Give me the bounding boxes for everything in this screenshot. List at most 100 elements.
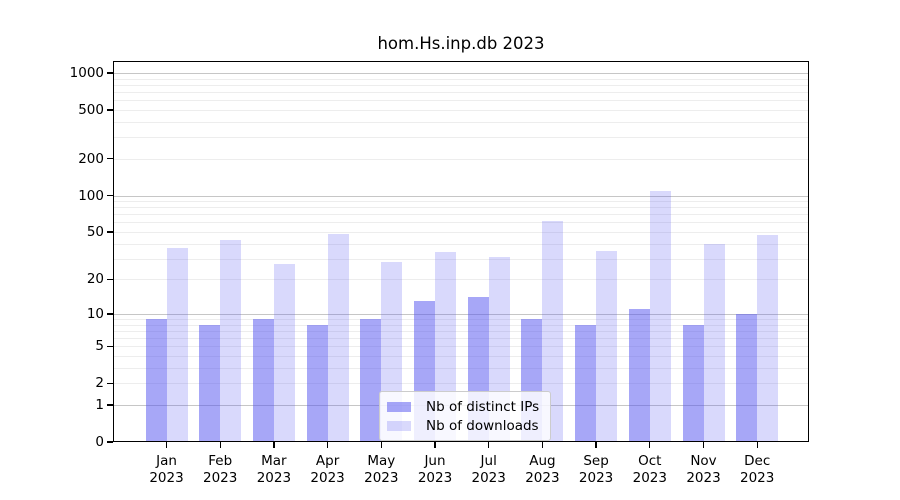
x-tick-may <box>380 442 382 448</box>
x-tick-label-jun: Jun 2023 <box>417 453 453 486</box>
gridline-minor-30 <box>113 258 809 260</box>
y-tick-2 <box>107 382 113 384</box>
y-tick-10 <box>107 313 113 315</box>
legend-swatch-distinct-ips <box>387 401 411 412</box>
bar-downloads-mar <box>273 264 295 442</box>
gridline-minor-80 <box>113 207 809 209</box>
y-tick-0 <box>107 441 113 443</box>
x-tick-label-jan: Jan 2023 <box>149 453 184 486</box>
bar-distinct-ips-jan <box>145 319 167 442</box>
y-tick-50 <box>107 231 113 233</box>
x-tick-label-dec: Dec 2023 <box>740 453 775 486</box>
x-tick-label-jul: Jul 2023 <box>471 453 506 486</box>
bar-downloads-oct <box>649 191 671 442</box>
gridline-minor-40 <box>113 243 809 245</box>
gridline-minor-7 <box>113 330 809 332</box>
y-tick-label-100: 100 <box>78 187 104 204</box>
x-tick-label-mar: Mar 2023 <box>256 453 292 486</box>
bar-downloads-feb <box>220 239 242 442</box>
x-tick-sep <box>595 442 597 448</box>
bar-distinct-ips-feb <box>199 324 221 442</box>
y-tick-200 <box>107 158 113 160</box>
gridline-minor-50 <box>113 232 809 233</box>
y-tick-label-0: 0 <box>95 434 104 450</box>
gridline-minor-6 <box>113 338 809 340</box>
gridline-minor-70 <box>113 214 809 216</box>
bar-distinct-ips-sep <box>575 324 597 442</box>
gridline-minor-200 <box>113 158 809 160</box>
x-tick-oct <box>649 442 651 448</box>
x-tick-mar <box>273 442 275 448</box>
y-tick-label-10: 10 <box>86 305 104 322</box>
bar-distinct-ips-nov <box>682 324 704 442</box>
y-tick-label-1000: 1000 <box>69 64 104 81</box>
x-tick-label-aug: Aug 2023 <box>525 453 560 486</box>
x-tick-feb <box>219 442 221 448</box>
legend-row-distinct-ips: Nb of distinct IPs <box>387 397 539 416</box>
x-tick-label-apr: Apr 2023 <box>310 453 345 486</box>
bar-distinct-ips-oct <box>628 309 650 442</box>
gridline-major-1000 <box>113 72 809 74</box>
x-tick-label-nov: Nov 2023 <box>686 453 721 486</box>
gridline-minor-900 <box>113 78 809 80</box>
y-tick-label-200: 200 <box>78 150 104 167</box>
bar-downloads-nov <box>703 243 725 442</box>
plot-area: Nb of distinct IPs Nb of downloads <box>113 61 809 442</box>
legend-label-distinct-ips: Nb of distinct IPs <box>426 398 540 415</box>
x-tick-nov <box>702 442 705 448</box>
y-tick-label-50: 50 <box>86 224 104 240</box>
legend-row-downloads: Nb of downloads <box>387 416 539 435</box>
bar-downloads-aug <box>542 220 564 442</box>
bar-distinct-ips-dec <box>736 313 758 442</box>
x-tick-jun <box>434 442 436 448</box>
gridline-minor-400 <box>113 121 809 123</box>
x-tick-jul <box>488 442 490 448</box>
y-tick-1 <box>107 404 113 406</box>
gridline-minor-700 <box>113 92 809 93</box>
x-tick-label-oct: Oct 2023 <box>632 453 667 486</box>
y-tick-label-5: 5 <box>95 338 104 355</box>
x-tick-apr <box>326 442 329 448</box>
y-tick-label-2: 2 <box>95 375 104 392</box>
gridline-minor-90 <box>113 201 809 202</box>
bar-downloads-sep <box>596 250 618 442</box>
x-tick-jan <box>165 442 168 448</box>
y-tick-label-20: 20 <box>86 271 104 288</box>
y-tick-label-1: 1 <box>95 397 104 413</box>
legend-label-downloads: Nb of downloads <box>426 417 539 434</box>
gridline-minor-2 <box>113 383 809 385</box>
gridline-minor-500 <box>113 109 809 111</box>
gridline-minor-20 <box>113 279 809 281</box>
x-tick-label-may: May 2023 <box>364 453 399 486</box>
gridline-minor-600 <box>113 100 809 102</box>
gridline-minor-4 <box>113 356 809 357</box>
x-tick-label-sep: Sep 2023 <box>578 453 614 486</box>
gridline-major-100 <box>113 195 809 197</box>
y-tick-100 <box>107 194 113 197</box>
gridline-minor-5 <box>113 346 809 348</box>
gridline-minor-9 <box>113 319 809 320</box>
bar-distinct-ips-may <box>360 319 382 442</box>
x-tick-aug <box>541 442 544 448</box>
chart-title: hom.Hs.inp.db 2023 <box>377 34 545 53</box>
bar-distinct-ips-mar <box>252 319 274 442</box>
bar-distinct-ips-apr <box>306 324 328 442</box>
gridline-minor-3 <box>113 367 809 369</box>
bar-downloads-dec <box>757 235 779 442</box>
gridline-minor-8 <box>113 324 809 326</box>
bar-downloads-jan <box>166 247 188 442</box>
legend: Nb of distinct IPs Nb of downloads <box>379 391 552 441</box>
gridline-minor-300 <box>113 137 809 139</box>
legend-swatch-downloads <box>387 420 411 431</box>
y-tick-500 <box>107 109 113 111</box>
gridline-minor-60 <box>113 222 809 224</box>
x-tick-dec <box>756 442 758 448</box>
y-tick-20 <box>107 278 113 281</box>
y-tick-1000 <box>107 72 113 74</box>
y-tick-label-500: 500 <box>78 101 104 118</box>
x-tick-label-feb: Feb 2023 <box>203 453 238 486</box>
gridline-minor-800 <box>113 84 809 86</box>
bar-downloads-apr <box>327 234 349 442</box>
gridline-major-10 <box>113 313 809 315</box>
